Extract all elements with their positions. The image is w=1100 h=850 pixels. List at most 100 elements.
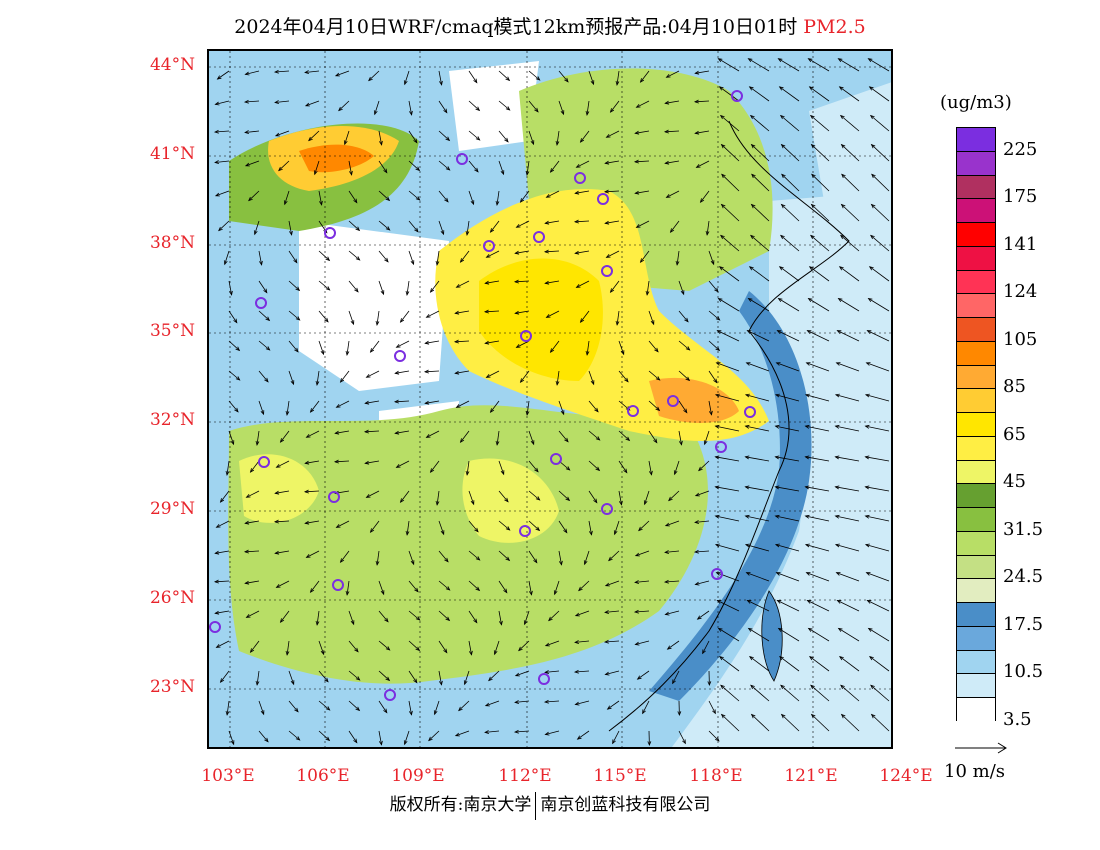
wind-vector-head [695,164,701,168]
wind-vector [545,670,560,673]
wind-vector [865,394,890,402]
wind-vector [636,100,650,108]
wind-vector-head [438,680,443,686]
wind-vector-head [634,641,640,646]
wind-vector [378,130,382,145]
wind-vector [305,100,320,107]
wind-vector [745,425,770,432]
wind-vector [425,340,440,344]
wind-vector [406,280,410,295]
wind-vector-head [285,650,290,656]
wind-vector-head [579,138,585,143]
wind-vector-head [694,581,700,586]
wind-vector [700,190,710,203]
wind-vector [460,430,470,443]
wind-vector [805,425,830,432]
wind-vector [245,520,260,524]
wind-vector-head [234,407,239,413]
wind-vector [306,550,320,558]
wind-vector [438,100,448,113]
wind-vector [837,600,860,612]
wind-vector-head [383,168,388,174]
color-bar-segment [957,698,995,722]
wind-vector-head [384,257,389,263]
wind-vector-head [214,160,220,164]
wind-vector-head [485,374,491,378]
wind-vector [245,70,260,75]
wind-vector [310,580,320,593]
wind-vector-head [325,736,331,742]
wind-vector-head [664,611,670,616]
wind-vector [678,730,686,744]
wind-vector [749,266,770,282]
wind-vector [455,310,470,314]
wind-vector [558,400,565,415]
wind-vector [715,394,740,402]
wind-vector [715,456,740,462]
wind-vector-head [717,58,723,63]
wind-vector [275,550,290,554]
wind-vector-head [544,731,550,736]
wind-vector [775,486,800,492]
map-title: 2024年04月10日WRF/cmaq模式12km预报产品:04月10日01时 … [0,12,1100,39]
wind-vector [644,490,650,505]
wind-vector [245,580,260,584]
wind-vector-head [868,86,874,91]
wind-vector [708,700,716,714]
wind-vector-head [714,424,720,429]
wind-vector-head [664,522,670,527]
wind-vector-head [484,340,490,345]
wind-vector-head [564,77,569,83]
wind-vector [468,190,474,205]
wind-vector [305,70,320,73]
wind-vector [258,310,270,321]
wind-vector-head [403,80,408,86]
wind-vector [867,330,890,342]
wind-vector-head [841,173,846,179]
wind-vector-head [870,234,875,240]
wind-vector [246,490,260,498]
wind-vector-head [804,424,810,429]
wind-vector [258,700,265,715]
wind-vector [370,340,380,353]
wind-vector [638,520,650,531]
color-bar-segment [957,603,995,627]
wind-vector-head [746,330,752,334]
wind-vector-head [313,170,318,176]
wind-vector [635,640,650,645]
wind-vector-head [279,618,285,624]
wind-vector [841,144,860,162]
wind-vector [835,515,860,522]
wind-vector [781,174,800,192]
wind-vector-head [243,99,249,104]
wind-vector-head [633,159,639,164]
wind-vector-head [694,70,700,75]
wind-vector-head [750,234,755,240]
wind-vector [558,430,569,442]
wind-vector-head [776,330,782,334]
concentration-map[interactable] [207,49,893,749]
wind-vector-head [807,58,813,63]
wind-vector-head [289,230,293,236]
wind-vector [258,370,269,383]
wind-vector-head [804,485,810,490]
wind-vector [614,520,620,535]
wind-vector-head [445,586,451,591]
wind-vector [248,190,260,201]
wind-vector [780,115,800,132]
wind-vector [556,130,560,145]
wind-vector [778,298,800,312]
color-bar-segment [957,223,995,247]
wind-vector-head [719,114,725,120]
wind-vector-head [664,550,670,554]
wind-vector [228,430,234,445]
wind-vector [698,460,710,471]
wind-vector [215,190,230,197]
wind-vector-head [807,627,813,632]
wind-vector [838,58,860,72]
wind-vector-head [778,266,784,271]
wind-vector [670,220,680,233]
wind-vector-head [385,646,391,651]
lon-label-109: 109°E [391,766,445,786]
wind-vector [719,86,740,102]
